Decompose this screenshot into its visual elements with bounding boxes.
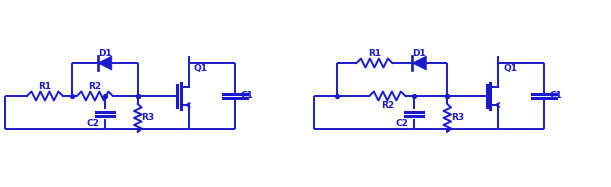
Text: R2: R2: [88, 82, 101, 91]
Text: R3: R3: [451, 114, 464, 122]
Polygon shape: [98, 56, 112, 70]
Text: R1: R1: [368, 49, 381, 58]
Text: C1: C1: [240, 91, 253, 100]
Text: R1: R1: [38, 82, 51, 91]
Polygon shape: [412, 56, 426, 70]
Text: D1: D1: [412, 49, 426, 58]
Text: C1: C1: [550, 91, 563, 100]
Text: C2: C2: [86, 119, 99, 128]
Text: Q1: Q1: [194, 64, 208, 73]
Text: R2: R2: [381, 102, 394, 111]
Text: D1: D1: [98, 49, 112, 58]
Text: C2: C2: [396, 119, 409, 128]
Text: Q1: Q1: [503, 64, 517, 73]
Text: R3: R3: [141, 114, 155, 122]
